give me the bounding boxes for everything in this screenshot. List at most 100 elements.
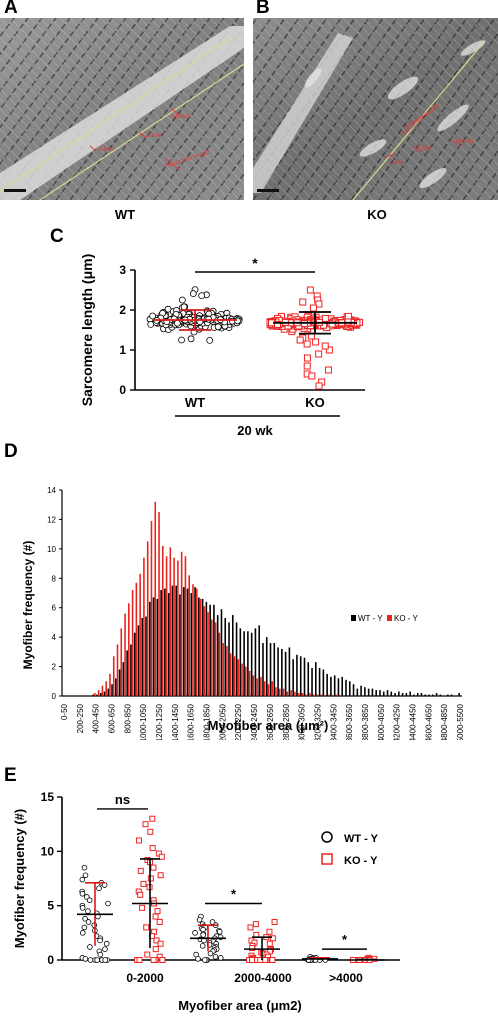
myofibril-stripe [0,18,181,200]
x-tick-label: 3800-3850 [361,703,370,740]
wt-bar [175,585,177,696]
wt-bar [92,694,94,696]
ko-data-point [249,945,256,952]
x-axis-label: Myofiber area (μm2) [178,998,302,1013]
y-tick-label: 2 [119,303,126,317]
wt-data-point [180,303,188,311]
ko-bar [248,670,251,696]
wt-bar [258,625,260,696]
ko-bar [301,693,304,696]
wt-bar [281,648,283,696]
ko-caption: KO [367,207,387,222]
ko-bar [309,693,311,696]
myofibril-stripe [0,27,171,200]
myofibril-stripe [253,138,314,200]
z-line-stripe [0,18,85,129]
legend-wt-swatch [351,615,356,621]
ko-bar [278,688,281,696]
ko-bar [267,684,270,696]
wt-bar [303,657,306,696]
y-tick-label: 8 [52,574,57,583]
wt-bar [435,693,438,696]
wt-bar [432,694,434,696]
z-line-stripe [448,130,498,200]
wt-bar [182,587,185,696]
wt-data-point [212,953,219,960]
ko-data-point [150,957,157,963]
y-tick-label: 5 [47,899,54,913]
wt-bar [164,588,166,696]
ko-data-point [147,828,154,835]
wt-bar [213,604,215,696]
ko-bar [214,622,217,696]
wt-data-point [217,955,224,961]
ko-bar [94,693,96,696]
wt-bar [269,643,272,696]
y-tick-label: 15 [41,790,55,804]
wt-bar [216,615,219,696]
wt-data-point [96,885,102,892]
ko-bar [105,681,107,696]
ko-data-point [144,951,151,958]
wt-bar [299,656,302,696]
wt-bar [390,691,393,696]
myofibril-stripe [432,18,498,85]
myofibril-stripe [89,18,244,175]
wt-data-point [214,323,222,331]
myofibril-stripe [272,18,454,200]
ko-data-point [159,957,166,963]
ko-bar [328,694,330,696]
ko-bar [199,598,202,696]
legend-wt-label: WT - Y [344,833,379,845]
ko-data-point [142,821,149,828]
ko-bar [112,656,115,696]
myofibril-stripe [253,118,334,200]
legend-ko-label: KO - Y [394,614,419,623]
myofibril-stripe [0,68,131,200]
wt-bar [409,691,411,696]
ko-bar [222,643,224,696]
y-axis-label: Sarcomere length (μm) [79,254,95,407]
ko-bar [286,691,289,696]
wt-bar [341,676,344,696]
wt-bar [152,597,155,696]
ko-bar [316,694,319,696]
ko-data-point [136,957,143,963]
myofibril-stripe [462,18,498,54]
wt-bar [141,618,144,696]
myofibril-stripe [253,128,324,200]
ko-bar [97,690,100,696]
wt-bar [413,694,415,696]
wt-data-point [97,951,104,958]
legend-ko-marker [321,853,333,865]
x-tick-label: 600-650 [108,703,117,733]
wt-data-point [79,876,86,883]
ko-data-point [249,957,256,963]
x-tick-label: 4200-4250 [393,703,402,740]
wt-bar [198,597,200,696]
myofibril-stripe [0,37,161,200]
wt-data-point [189,290,197,297]
wt-bar [420,693,423,696]
legend-wt-label: WT - Y [358,614,383,623]
ko-bar [124,613,126,696]
z-line-stripe [153,81,244,200]
ko-bar [229,653,232,696]
myofibril-stripe [79,18,244,185]
wt-data-point [200,932,206,938]
ko-data-point [308,372,316,380]
wt-bar [254,628,257,696]
wt-zline-label-1: Z-line [146,133,162,139]
ko-data-point [262,957,269,963]
y-axis-label: Myofiber frequency (#) [12,809,27,948]
wt-bar [148,601,151,696]
wt-bar [292,659,294,696]
ko-data-point [140,880,147,887]
wt-data-point [202,957,208,963]
wt-bar [167,593,170,696]
ko-data-point [303,362,311,370]
z-line-stripe [322,18,454,200]
wt-bar [315,662,317,696]
ko-bar [131,590,134,696]
ko-data-point [321,342,329,350]
